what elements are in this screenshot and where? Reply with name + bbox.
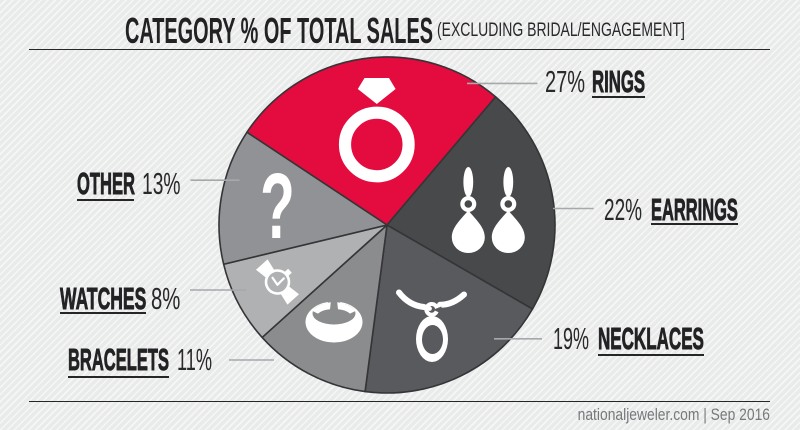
- svg-text:?: ?: [260, 155, 295, 259]
